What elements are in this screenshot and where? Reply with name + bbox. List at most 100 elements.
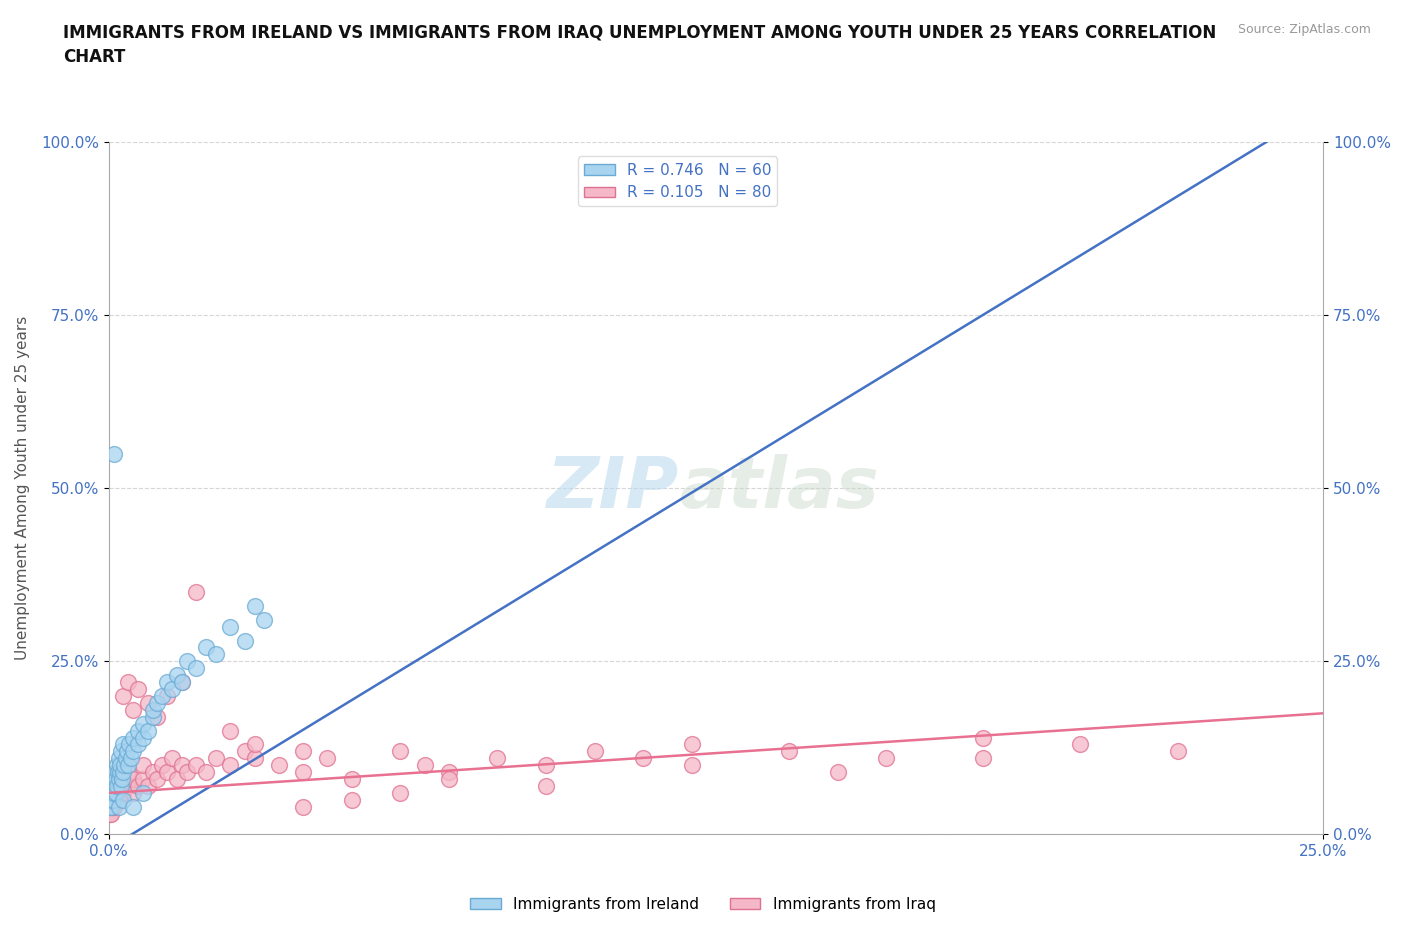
Point [292,799,315,814]
Point [105,772,128,787]
Point [107,772,129,787]
Point [100,786,122,801]
Point [243,737,266,751]
Point [142,710,165,724]
Point [104,786,127,801]
Point [122,772,145,787]
Y-axis label: Unemployment Among Youth under 25 years: Unemployment Among Youth under 25 years [15,316,30,660]
Point [122,744,145,759]
Point [437,764,460,779]
Point [103,792,125,807]
Point [112,764,135,779]
Point [103,792,125,807]
Point [219,619,242,634]
Point [132,772,155,787]
Point [195,764,218,779]
Point [110,744,132,759]
Point [583,744,606,759]
Point [681,737,703,751]
Point [108,786,131,801]
Point [142,764,165,779]
Point [122,702,145,717]
Point [1167,744,1189,759]
Point [176,764,198,779]
Point [100,792,122,807]
Point [243,599,266,614]
Point [103,799,125,814]
Point [534,758,557,773]
Point [132,716,155,731]
Point [127,682,149,697]
Point [253,612,276,627]
Point [107,799,129,814]
Text: atlas: atlas [679,454,879,523]
Text: Source: ZipAtlas.com: Source: ZipAtlas.com [1237,23,1371,36]
Point [243,751,266,765]
Point [105,786,128,801]
Point [122,730,145,745]
Point [316,751,339,765]
Point [107,772,129,787]
Point [170,674,193,689]
Point [972,730,994,745]
Point [98,792,121,807]
Point [112,772,135,787]
Point [111,772,134,787]
Point [972,751,994,765]
Point [176,654,198,669]
Point [127,724,149,738]
Point [100,799,122,814]
Point [103,786,125,801]
Point [340,792,363,807]
Point [127,778,149,793]
Point [112,792,135,807]
Point [103,446,125,461]
Point [166,668,188,683]
Legend: Immigrants from Ireland, Immigrants from Iraq: Immigrants from Ireland, Immigrants from… [464,891,942,918]
Point [122,799,145,814]
Point [186,585,208,600]
Point [101,778,124,793]
Point [132,786,155,801]
Point [156,764,179,779]
Point [108,758,131,773]
Point [100,806,122,821]
Point [170,758,193,773]
Point [219,724,242,738]
Point [112,737,135,751]
Point [534,778,557,793]
Point [389,744,412,759]
Point [156,674,179,689]
Point [105,778,128,793]
Point [112,786,135,801]
Point [103,786,125,801]
Point [204,751,226,765]
Point [122,786,145,801]
Point [292,744,315,759]
Point [132,730,155,745]
Point [108,764,131,779]
Text: ZIP: ZIP [547,454,679,523]
Point [631,751,654,765]
Point [160,751,183,765]
Point [117,674,139,689]
Point [104,786,127,801]
Point [104,764,127,779]
Point [117,744,139,759]
Point [101,799,124,814]
Point [186,758,208,773]
Point [146,772,169,787]
Point [104,778,127,793]
Point [150,688,173,703]
Legend: R = 0.746   N = 60, R = 0.105   N = 80: R = 0.746 N = 60, R = 0.105 N = 80 [578,156,778,206]
Point [105,778,128,793]
Point [233,744,256,759]
Point [120,751,142,765]
Point [827,764,849,779]
Point [413,758,436,773]
Point [486,751,509,765]
Point [267,758,290,773]
Point [114,751,136,765]
Point [98,799,121,814]
Point [146,710,169,724]
